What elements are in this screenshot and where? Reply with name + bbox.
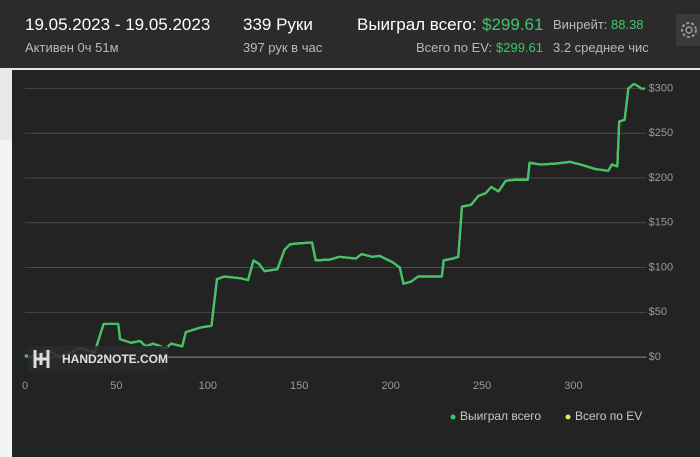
watermark-bg <box>28 346 168 372</box>
ev-value: $299.61 <box>496 40 543 55</box>
y-tick-label: $300 <box>649 82 673 94</box>
won-value: $299.61 <box>482 15 544 34</box>
settings-button[interactable] <box>676 14 700 46</box>
hands: 339 Руки <box>243 15 313 34</box>
side-strip <box>0 140 12 457</box>
date-range: 19.05.2023 - 19.05.2023 <box>25 15 211 34</box>
x-tick-label: 0 <box>22 380 28 392</box>
y-tick-label: $200 <box>649 172 673 184</box>
header: 19.05.2023 - 19.05.2023 Активен 0ч 51м 3… <box>0 0 700 68</box>
ev-label: Всего по EV: <box>416 40 493 55</box>
legend-label: Выиграл всего <box>460 409 541 423</box>
x-tick-label: 150 <box>290 380 308 392</box>
y-tick-label: $50 <box>649 306 667 318</box>
gear-icon <box>681 22 697 38</box>
y-tick-label: $0 <box>649 351 661 363</box>
watermark-logo <box>33 350 50 368</box>
y-tick-label: $250 <box>649 127 673 139</box>
chart-panel <box>12 70 700 457</box>
x-tick-label: 50 <box>110 380 122 392</box>
y-tick-label: $150 <box>649 217 673 229</box>
x-tick-label: 200 <box>381 380 399 392</box>
x-tick-label: 250 <box>473 380 491 392</box>
watermark: HAND2NOTE.COM <box>28 346 168 372</box>
hands-per-hour: 397 рук в час <box>243 40 323 55</box>
y-tick-label: $100 <box>649 261 673 273</box>
legend-label: Всего по EV <box>575 409 642 423</box>
winrate-label: Винрейт: <box>553 17 608 32</box>
series-line <box>24 82 645 359</box>
avg-label: 3.2 среднее чис <box>553 40 649 55</box>
x-tick-label: 300 <box>564 380 582 392</box>
x-tick-label: 100 <box>199 380 217 392</box>
active-time: Активен 0ч 51м <box>25 40 119 55</box>
watermark-text: HAND2NOTE.COM <box>62 352 168 366</box>
legend-marker <box>450 414 456 420</box>
winrate-value: 88.38 <box>611 17 644 32</box>
legend-marker <box>565 414 571 420</box>
won-label: Выиграл всего: <box>357 15 477 34</box>
